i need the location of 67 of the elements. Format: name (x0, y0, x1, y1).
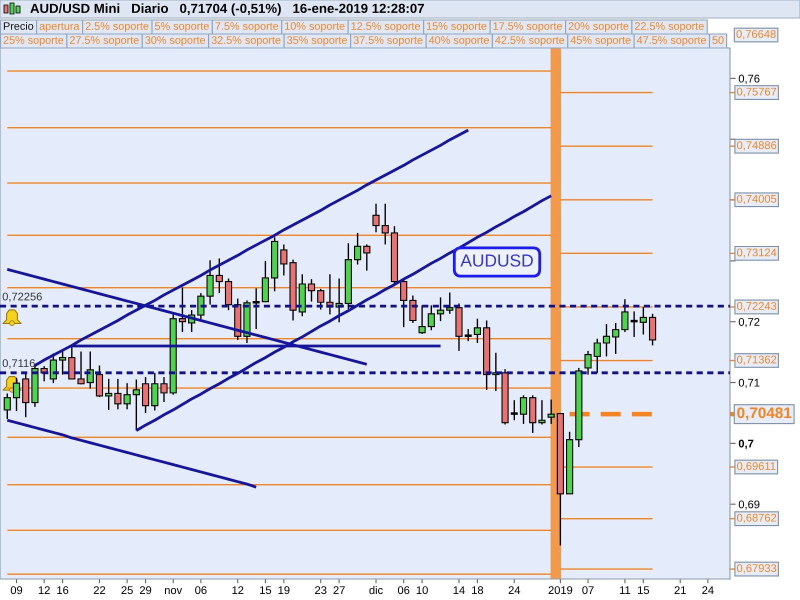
text: 32.5% soporte (212, 36, 281, 46)
x-tick-label: 07 (582, 586, 594, 594)
x-tick-label: 18 (472, 586, 484, 594)
chart-title: AUD/USD Mini Diario 0,71704 (-0,51%) 16-ene-2019 12:28:07 (30, 3, 424, 16)
x-tick-label: 11 (620, 586, 630, 594)
y-tick-label: 0,7 (738, 440, 754, 450)
text: 40% soporte (428, 36, 489, 46)
text: 45% soporte (570, 36, 631, 46)
text: 2.5% soporte (86, 22, 148, 32)
x-tick-label: 24 (702, 586, 714, 594)
x-tick-label: 15 (260, 586, 272, 594)
y-tick-label: 0,76 (738, 74, 760, 84)
x-tick-label: 09 (10, 586, 22, 594)
text: 27.5% soporte (70, 36, 139, 46)
ref-line-label: 0,72256 (2, 292, 42, 302)
text: 47.5% soporte (636, 36, 706, 46)
text: 37.5% soporte (354, 36, 423, 46)
text: 42.5% soporte (495, 36, 564, 46)
text: 12.5% soporte (351, 22, 420, 32)
x-tick-label: 15 (638, 586, 650, 594)
x-tick-label: 24 (508, 586, 520, 594)
x-tick-label: 22 (94, 586, 106, 594)
text: 20% soporte (568, 22, 628, 32)
legend-label: 0,69611 (737, 462, 776, 472)
legend-label: 0,72243 (737, 302, 776, 312)
legend-label: 0,67933 (737, 564, 776, 574)
text: 0,76648 (736, 30, 776, 40)
legend-label: 0,70481 (737, 407, 792, 420)
x-tick-label: nov (164, 588, 182, 594)
legend-label: 0,74886 (737, 141, 776, 150)
x-tick-label: 12 (232, 586, 244, 594)
text: 10% soporte (285, 22, 345, 32)
legend-label: 0,68762 (737, 514, 776, 523)
legend-label: 0,74005 (737, 194, 776, 204)
text: 25% soporte (4, 36, 64, 46)
legend-label: 0,71362 (737, 356, 776, 365)
y-tick-label: 0,72 (738, 318, 760, 328)
annotation: AUDUSD (460, 254, 533, 267)
text: 30% soporte (145, 36, 206, 46)
y-tick-label: 0,71 (738, 378, 760, 388)
x-tick-label: 19 (278, 586, 290, 594)
text: Precio (4, 22, 34, 30)
ref-line-label: 0,7116 (2, 359, 35, 368)
x-tick-label: dic (369, 586, 383, 594)
text: 35% soporte (287, 36, 347, 46)
text: 22.5% soporte (634, 22, 704, 32)
x-tick-label: 10 (416, 586, 428, 594)
text: 7.5% soporte (215, 22, 278, 32)
x-tick-label: 21 (674, 586, 686, 594)
text: apertura (40, 22, 80, 32)
x-tick-label: 06 (398, 586, 410, 594)
x-tick-label: 2019 (548, 586, 572, 594)
y-tick-label: 0,69 (738, 500, 760, 510)
x-tick-label: 14 (454, 586, 465, 594)
x-tick-label: 27 (334, 586, 345, 594)
legend-label: 0,75767 (737, 88, 776, 97)
x-tick-label: 16 (57, 586, 68, 594)
x-tick-label: 25 (122, 586, 133, 594)
text: 50 (712, 36, 724, 44)
legend-label: 0,73124 (737, 248, 776, 258)
x-tick-label: 12 (38, 586, 50, 594)
x-tick-label: 29 (140, 586, 152, 594)
x-tick-label: 23 (315, 586, 326, 594)
text: 5% soporte (154, 22, 209, 32)
x-tick-label: 06 (195, 586, 207, 594)
text: 15% soporte (426, 22, 486, 32)
text: 17.5% soporte (493, 22, 562, 32)
